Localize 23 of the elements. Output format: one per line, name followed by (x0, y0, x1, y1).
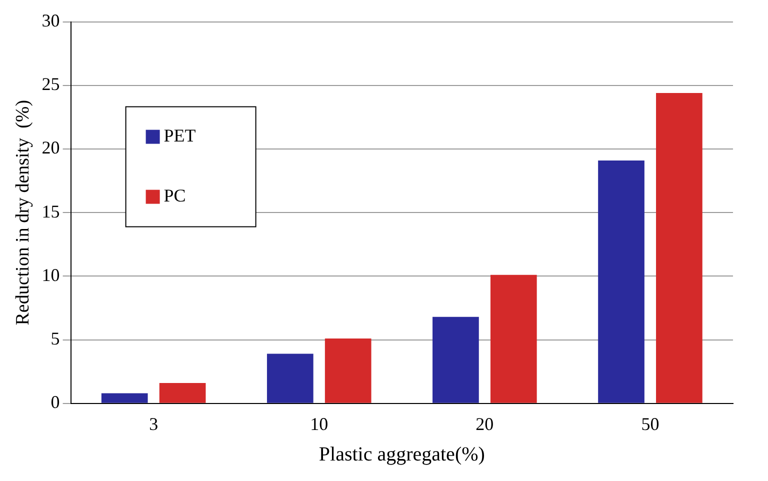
y-tick-label: 15 (42, 201, 60, 222)
bar (432, 316, 479, 403)
y-tick-label: 5 (50, 328, 60, 349)
y-tick-label: 0 (50, 392, 60, 412)
y-axis-title: Reduction in dry density (%) (12, 100, 34, 326)
legend-label: PET (164, 126, 196, 146)
bar (101, 393, 148, 403)
x-tick-label: 20 (476, 414, 494, 434)
x-tick-label: 10 (310, 414, 328, 434)
bar (656, 93, 702, 403)
legend-label: PC (164, 186, 186, 206)
bar (490, 274, 537, 403)
bar (266, 354, 314, 403)
bar (598, 160, 644, 403)
x-tick-label: 3 (149, 414, 158, 434)
x-tick-label: 50 (641, 414, 660, 434)
y-tick-label: 20 (42, 138, 60, 158)
bar (324, 338, 372, 403)
y-tick-label: 30 (42, 10, 60, 31)
x-axis-title: Plastic aggregate(%) (318, 443, 485, 466)
y-tick-label: 10 (42, 264, 60, 285)
bar (159, 383, 206, 403)
y-tick-label: 25 (42, 74, 60, 94)
